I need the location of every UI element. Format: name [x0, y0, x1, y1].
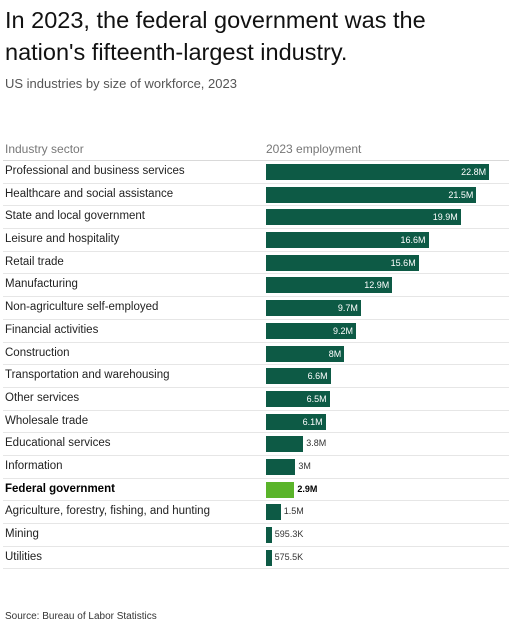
- bar: 9.7M: [266, 300, 361, 317]
- value-label: 1.5M: [283, 506, 304, 517]
- category-label: State and local government: [5, 210, 146, 223]
- table-row: Non-agriculture self-employed 9.7M: [3, 297, 509, 320]
- table-row: Leisure and hospitality 16.6M: [3, 229, 509, 252]
- value-label: 19.9M: [432, 212, 458, 223]
- table-row: Professional and business services 22.8M: [3, 161, 509, 184]
- category-label: Educational services: [5, 437, 111, 450]
- value-label: 2.9M: [297, 483, 318, 494]
- bar: 21.5M: [266, 186, 477, 203]
- bar: 22.8M: [266, 164, 490, 180]
- bar-chart-rows: Professional and business services 22.8M H…: [0, 161, 513, 570]
- value-label: 6.5M: [306, 393, 327, 404]
- category-label: Financial activities: [5, 323, 99, 336]
- bar: 8M: [266, 345, 345, 362]
- bar: [266, 549, 272, 566]
- value-label: 575.5K: [274, 551, 304, 562]
- table-row: Financial activities 9.2M: [3, 320, 509, 343]
- bar: [266, 481, 295, 498]
- bar: [266, 458, 296, 475]
- table-row: Mining 595.3K: [3, 524, 509, 547]
- value-label: 12.9M: [364, 280, 390, 291]
- table-row: Federal government 2.9M: [3, 479, 509, 502]
- category-label: Wholesale trade: [5, 414, 89, 427]
- chart-title: In 2023, the federal government was the …: [5, 7, 426, 65]
- value-label: 3.8M: [306, 438, 327, 449]
- table-row: Other services 6.5M: [3, 388, 509, 411]
- value-label: 15.6M: [390, 257, 416, 268]
- category-label: Transportation and warehousing: [5, 369, 170, 382]
- value-label: 595.3K: [274, 529, 304, 539]
- bar: 6.6M: [266, 368, 331, 385]
- source-note: Source: Bureau of Labor Statistics: [5, 611, 157, 622]
- category-label: Agriculture, forestry, fishing, and hunt…: [5, 505, 210, 518]
- category-label: Retail trade: [5, 255, 64, 268]
- category-label: Utilities: [5, 550, 43, 563]
- bar: 6.5M: [266, 390, 330, 407]
- column-header-employment: 2023 employment: [266, 142, 362, 156]
- header-divider: [3, 160, 509, 161]
- category-label: Professional and business services: [5, 165, 185, 177]
- table-row: Educational services 3.8M: [3, 433, 509, 456]
- chart-subtitle: US industries by size of workforce, 2023: [5, 76, 237, 91]
- value-label: 21.5M: [448, 189, 474, 200]
- value-label: 8M: [328, 348, 342, 359]
- table-row: Construction 8M: [3, 343, 509, 366]
- table-row: Healthcare and social assistance 21.5M: [3, 184, 509, 207]
- table-row: State and local government 19.9M: [3, 206, 509, 230]
- table-row: Utilities 575.5K: [3, 547, 509, 570]
- table-row: Information 3M: [3, 456, 509, 479]
- value-label: 9.2M: [332, 325, 353, 336]
- bar: 12.9M: [266, 277, 393, 294]
- category-label: Information: [5, 459, 63, 472]
- bar: [266, 436, 304, 453]
- table-row: Manufacturing 12.9M: [3, 274, 509, 298]
- category-label: Manufacturing: [5, 278, 78, 291]
- table-row: Agriculture, forestry, fishing, and hunt…: [3, 501, 509, 524]
- bar: 15.6M: [266, 254, 419, 271]
- value-label: 6.6M: [307, 371, 328, 382]
- value-label: 3M: [298, 460, 311, 471]
- category-label: Leisure and hospitality: [5, 233, 120, 246]
- table-row: Wholesale trade 6.1M: [3, 411, 509, 434]
- bar: [266, 504, 281, 521]
- column-header-sector: Industry sector: [5, 142, 84, 156]
- value-label: 9.7M: [337, 303, 358, 314]
- category-label: Other services: [5, 391, 80, 404]
- category-label: Non-agriculture self-employed: [5, 301, 159, 314]
- table-row: Transportation and warehousing 6.6M: [3, 365, 509, 388]
- bar: 19.9M: [266, 209, 461, 226]
- value-label: 6.1M: [302, 416, 323, 427]
- category-label: Healthcare and social assistance: [5, 187, 174, 200]
- category-label: Construction: [5, 346, 70, 359]
- value-label: 22.8M: [461, 167, 487, 177]
- category-label: Mining: [5, 528, 39, 540]
- category-label: Federal government: [5, 482, 115, 495]
- bar: [266, 527, 272, 543]
- value-label: 16.6M: [400, 235, 426, 246]
- table-row: Retail trade 15.6M: [3, 252, 509, 275]
- bar: 6.1M: [266, 413, 326, 430]
- bar: 9.2M: [266, 322, 356, 339]
- bar: 16.6M: [266, 232, 429, 249]
